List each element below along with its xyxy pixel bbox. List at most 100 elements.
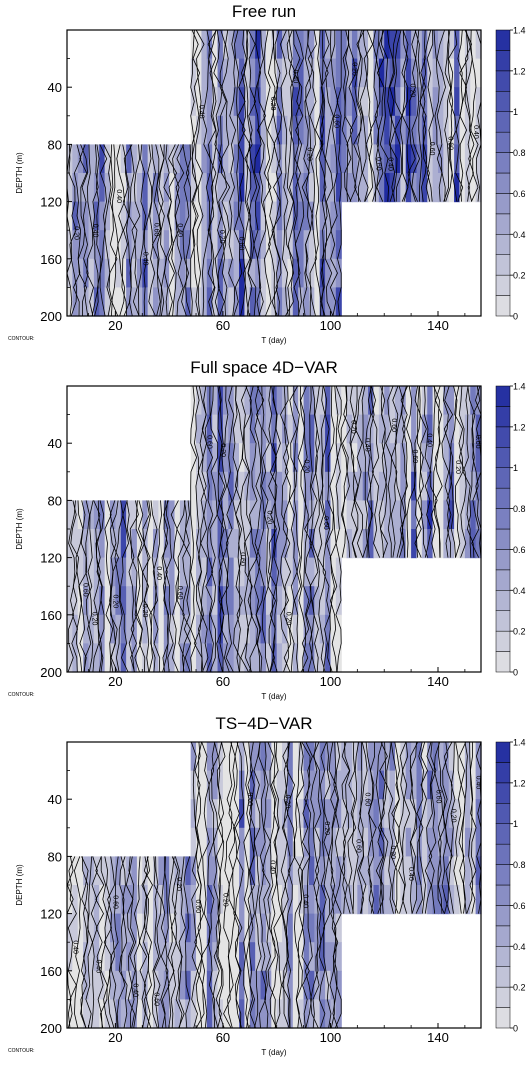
contour-lines xyxy=(66,741,482,1029)
data-cell xyxy=(464,30,471,60)
data-cell xyxy=(77,287,84,317)
data-cell xyxy=(303,970,310,1000)
data-cell xyxy=(464,529,471,559)
contour-line xyxy=(104,500,114,673)
data-cell xyxy=(405,856,412,886)
data-cell xyxy=(271,87,278,117)
data-cell xyxy=(67,586,73,616)
data-cell xyxy=(190,58,197,88)
contour-line xyxy=(116,856,126,1029)
data-cell xyxy=(244,557,251,587)
data-cell xyxy=(212,799,219,829)
data-cell xyxy=(475,443,482,473)
data-cell xyxy=(351,827,358,857)
data-cell xyxy=(368,885,375,915)
data-cell xyxy=(443,471,450,501)
data-cell xyxy=(115,999,122,1029)
data-cell xyxy=(475,770,482,800)
data-cell xyxy=(249,742,256,772)
data-cell xyxy=(282,471,289,501)
data-cell xyxy=(104,500,111,530)
data-cell xyxy=(249,115,256,145)
data-cell xyxy=(217,742,224,772)
data-cell xyxy=(99,856,106,886)
contour-value-label: 0.20 xyxy=(218,230,225,244)
data-cell xyxy=(196,443,203,473)
data-cell xyxy=(389,115,396,145)
contour-line xyxy=(241,29,251,317)
data-cell xyxy=(271,144,278,174)
contour-line xyxy=(80,144,89,317)
data-cell xyxy=(405,799,412,829)
x-tick-label: 140 xyxy=(427,318,449,333)
data-cell xyxy=(169,230,176,260)
data-cell xyxy=(110,970,116,1000)
data-cell xyxy=(201,386,208,416)
contour-value-label: 0.60 xyxy=(411,450,418,464)
data-cell xyxy=(136,856,143,886)
data-cell xyxy=(427,742,434,772)
data-cell xyxy=(454,885,461,915)
data-cell xyxy=(464,827,471,857)
data-cell xyxy=(185,970,192,1000)
contour-value-label: 0.40 xyxy=(472,125,479,139)
data-cell xyxy=(239,614,246,644)
data-cell xyxy=(196,230,203,260)
contour-line xyxy=(134,500,143,673)
data-cell xyxy=(179,500,186,530)
data-cell xyxy=(470,770,477,800)
contour-line xyxy=(137,500,146,673)
contour-value-label: 0.40 xyxy=(71,940,78,954)
data-cell xyxy=(287,414,294,444)
data-cell xyxy=(282,529,289,559)
data-cell xyxy=(282,742,289,772)
contour-value-label: 0.20 xyxy=(284,795,291,809)
contour-line xyxy=(70,500,80,673)
data-cell xyxy=(282,942,289,972)
data-cell xyxy=(255,87,262,117)
data-cell xyxy=(222,414,229,444)
data-cell xyxy=(357,386,364,416)
data-cell xyxy=(454,827,461,857)
contour-line xyxy=(247,741,256,1029)
data-cell xyxy=(249,386,256,416)
data-cell xyxy=(88,287,95,317)
contour-line xyxy=(271,29,281,317)
contour-line xyxy=(464,29,473,202)
data-cell xyxy=(217,586,224,616)
data-cell xyxy=(303,643,310,673)
contour-line xyxy=(419,385,428,558)
data-cell xyxy=(249,942,256,972)
data-cell xyxy=(126,999,133,1029)
data-cell xyxy=(174,173,181,203)
data-cell xyxy=(131,500,138,530)
colorbar-tick-label: 1 xyxy=(513,819,518,829)
data-cell xyxy=(432,414,439,444)
data-cell xyxy=(260,999,267,1029)
data-cell xyxy=(265,770,272,800)
data-cell xyxy=(362,386,369,416)
data-cell xyxy=(351,58,358,88)
data-cell xyxy=(115,970,122,1000)
data-cell xyxy=(228,287,235,317)
data-cell xyxy=(131,913,138,943)
contour-value-label: 0.20 xyxy=(350,420,357,434)
data-cell xyxy=(298,58,305,88)
data-cell xyxy=(120,999,127,1029)
data-cell xyxy=(346,173,353,203)
data-cell xyxy=(190,173,197,203)
data-cell xyxy=(163,529,170,559)
contour-line xyxy=(256,29,267,317)
data-cell xyxy=(126,258,133,288)
data-cell xyxy=(335,500,342,530)
data-cell xyxy=(104,586,111,616)
data-cell xyxy=(190,258,197,288)
data-cell xyxy=(346,386,353,416)
data-cell xyxy=(276,742,283,772)
data-cell xyxy=(222,173,229,203)
data-cell xyxy=(314,999,321,1029)
data-cell xyxy=(276,970,283,1000)
colorbar-segment xyxy=(495,1007,511,1029)
contour-line xyxy=(245,741,255,1029)
data-cell xyxy=(239,58,246,88)
